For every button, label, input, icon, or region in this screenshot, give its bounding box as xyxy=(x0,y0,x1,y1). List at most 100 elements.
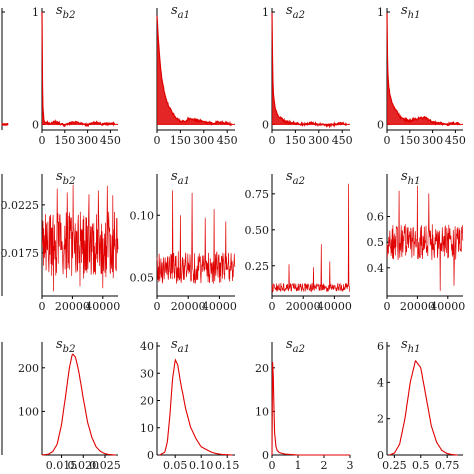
x-tick-label: 2 xyxy=(321,459,328,472)
x-tick-label: 0.15 xyxy=(215,459,240,472)
trace-line xyxy=(156,190,236,284)
y-tick-label: 0.0175 xyxy=(1,247,40,260)
y-tick-label: 0 xyxy=(147,449,154,462)
x-tick-label: 0 xyxy=(269,300,276,313)
acf-line xyxy=(41,11,116,128)
x-tick-label: 0 xyxy=(384,300,391,313)
x-tick-label: 0 xyxy=(269,134,276,147)
panel-title: sa2 xyxy=(286,169,305,187)
density-line xyxy=(271,361,350,456)
x-tick-label: 450 xyxy=(100,134,121,147)
x-tick-label: 300 xyxy=(77,134,98,147)
panel-density-sh1: sh1 0 2 4 6 0.25 0.5 0.75 xyxy=(377,337,463,472)
x-tick-label: 0.020 xyxy=(68,459,100,472)
acf-area xyxy=(272,12,347,127)
trace-line xyxy=(271,183,351,293)
y-tick-label: 0.10 xyxy=(130,209,155,222)
panel-title: sh1 xyxy=(401,337,420,355)
x-tick-label: 150 xyxy=(54,134,75,147)
x-tick-label: 150 xyxy=(285,134,306,147)
x-tick-label: 0 xyxy=(154,134,161,147)
y-tick-label: 2 xyxy=(377,413,384,426)
y-tick-label: 20 xyxy=(140,395,154,408)
acf-line xyxy=(386,12,461,127)
x-tick-label: 0 xyxy=(269,459,276,472)
x-tick-label: 0 xyxy=(39,134,46,147)
x-tick-label: 0.015 xyxy=(46,459,78,472)
x-tick-label: 450 xyxy=(332,134,353,147)
y-tick-label: 0 xyxy=(262,449,269,462)
y-tick-label: 0.4 xyxy=(367,262,385,275)
trace-line xyxy=(386,185,464,291)
y-tick-label: 0 xyxy=(377,449,384,462)
acf-line xyxy=(271,12,348,129)
x-tick-label: 0 xyxy=(384,134,391,147)
density-line xyxy=(159,358,233,456)
y-tick-label: 0.6 xyxy=(367,210,385,223)
acf-area xyxy=(157,15,232,126)
y-tick-label: 0 xyxy=(32,118,39,131)
panel-density-sa1: sa1 0 10 20 30 40 0.05 0.10 0.15 xyxy=(140,337,239,472)
y-tick-label: 0 xyxy=(262,118,269,131)
panel-autocorrelation-partial: 01 xyxy=(1,8,9,130)
panel-title: sb2 xyxy=(56,337,75,355)
y-tick-label: 40 xyxy=(140,340,154,353)
y-tick-label: 0.05 xyxy=(130,271,155,284)
x-tick-label: 0.10 xyxy=(189,459,214,472)
panel-autocorrelation-sh1: sh1 0 1 0 150 300 450 xyxy=(377,3,466,147)
x-tick-label: 0.75 xyxy=(435,459,460,472)
x-tick-label: 450 xyxy=(217,134,238,147)
acf-area xyxy=(387,13,460,126)
panel-title: sb2 xyxy=(56,169,75,187)
panel-autocorrelation-sa1: sa1 0 150 300 450 xyxy=(154,3,238,147)
y-tick-label: 10 xyxy=(255,405,269,418)
y-tick-label: 1 xyxy=(262,6,269,19)
panel-density-sa2: sa2 0 10 20 0 1 2 3 xyxy=(255,337,354,472)
x-tick-label: 150 xyxy=(170,134,191,147)
panel-title: sh1 xyxy=(401,3,420,21)
y-tick-label: 30 xyxy=(140,367,154,380)
y-tick-label: 0.0225 xyxy=(1,199,40,212)
x-tick-label: 20000 xyxy=(55,300,90,313)
panel-title: sa2 xyxy=(286,3,305,21)
y-tick-label: 1 xyxy=(377,6,384,19)
y-tick-label: 200 xyxy=(18,362,39,375)
x-tick-label: 300 xyxy=(308,134,329,147)
x-tick-label: 40000 xyxy=(430,300,465,313)
panel-autocorrelation-sa2: sa2 0 1 0 150 300 450 xyxy=(262,3,353,147)
x-tick-label: 300 xyxy=(422,134,443,147)
x-tick-label: 300 xyxy=(193,134,214,147)
density-line xyxy=(388,360,458,456)
x-tick-label: 0.025 xyxy=(89,459,121,472)
x-tick-label: 450 xyxy=(445,134,466,147)
y-tick-label: 0.50 xyxy=(245,224,270,237)
panel-title: sa1 xyxy=(171,3,190,21)
x-tick-label: 20000 xyxy=(400,300,435,313)
panel-title: sb2 xyxy=(56,3,75,21)
x-tick-label: 40000 xyxy=(202,300,237,313)
x-tick-label: 20000 xyxy=(286,300,321,313)
y-tick-label: 10 xyxy=(140,422,154,435)
panel-autocorrelation-sb2: sb2 0 1 0 150 300 450 xyxy=(32,3,121,147)
acf-area xyxy=(42,11,115,127)
x-tick-label: 0 xyxy=(154,300,161,313)
panel-title: sa1 xyxy=(171,337,190,355)
panel-title: sh1 xyxy=(401,169,420,187)
x-tick-label: 40000 xyxy=(317,300,352,313)
x-tick-label: 0.5 xyxy=(412,459,430,472)
x-tick-label: 1 xyxy=(295,459,302,472)
acf-line xyxy=(156,15,233,127)
x-tick-label: 40000 xyxy=(85,300,120,313)
x-tick-label: 150 xyxy=(399,134,420,147)
x-tick-label: 0.05 xyxy=(163,459,188,472)
x-tick-label: 0 xyxy=(39,300,46,313)
y-tick-label: 6 xyxy=(377,340,384,353)
x-tick-label: 0.25 xyxy=(382,459,407,472)
y-tick-label: 0.5 xyxy=(367,236,385,249)
